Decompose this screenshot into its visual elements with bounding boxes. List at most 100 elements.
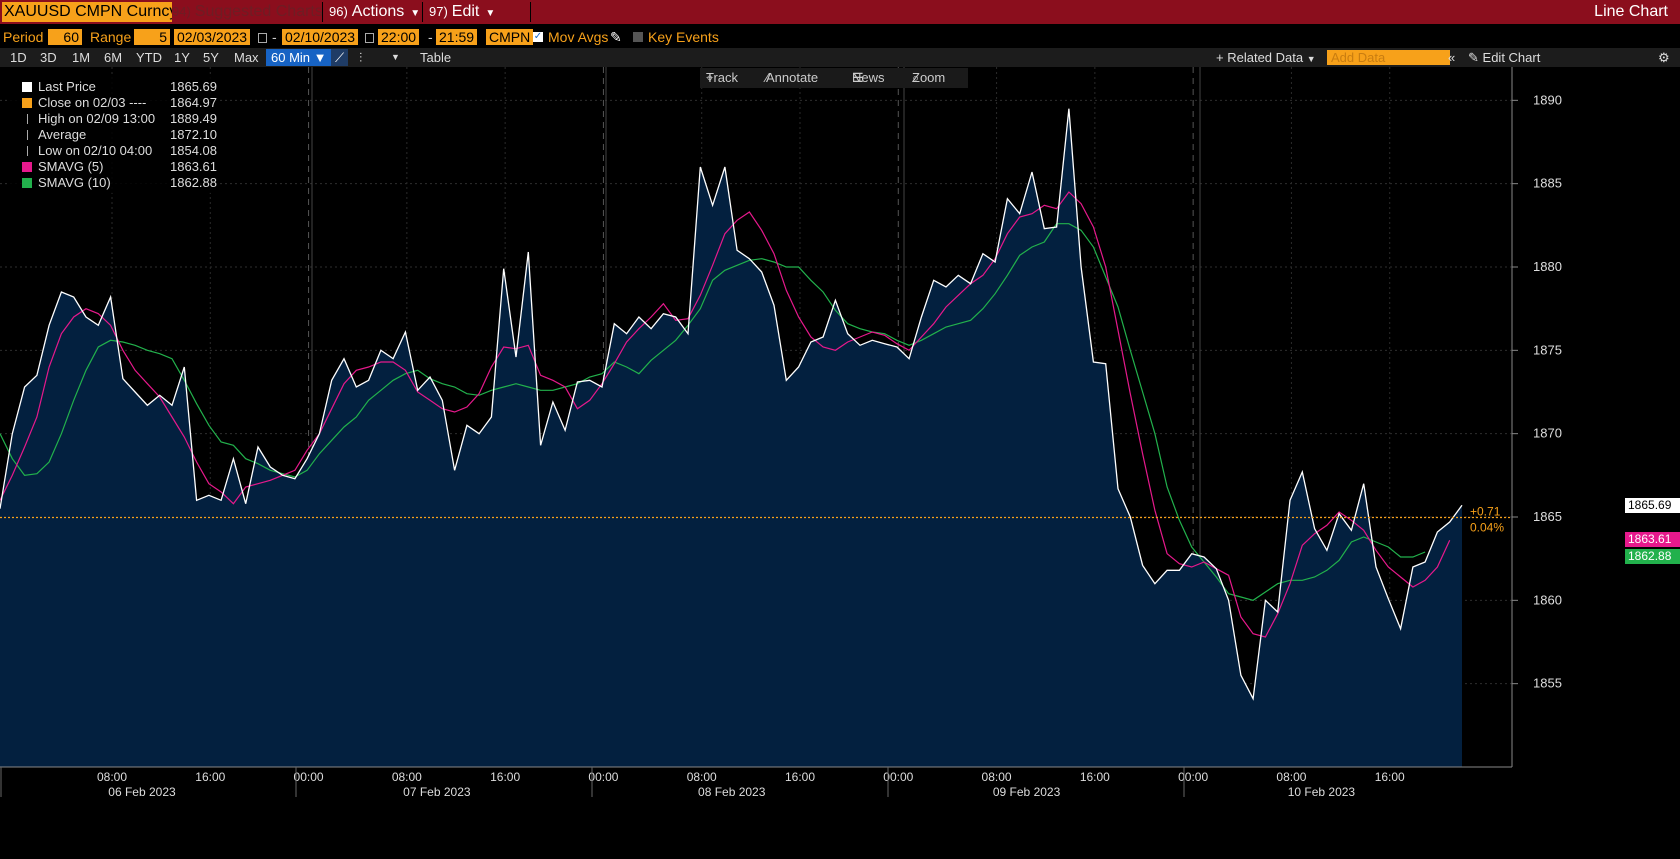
end-value-tag: 1863.61 (1625, 532, 1680, 548)
legend-row: Last Price 1865.69 (10, 79, 220, 95)
mov-avgs-label[interactable]: Mov Avgs (548, 29, 609, 45)
price-chart[interactable]: 1855 1860 1865 1870 1875 1880 1885 1890 +0.71 0.0… (0, 67, 1680, 859)
related-data-button[interactable]: + Related Data ▼ (1216, 48, 1316, 69)
caret-down-icon: ▼ (313, 50, 327, 65)
period-field[interactable]: 60 (48, 29, 82, 45)
crosshair-icon: ⌖ (706, 70, 714, 85)
range-max-button[interactable]: Max (234, 50, 259, 65)
legend-name: SMAVG (10) (38, 175, 111, 190)
x-tick-label-10: 16:00 (1080, 770, 1110, 784)
y-tick-label-7: 1890 (1533, 92, 1562, 107)
collapse-icon[interactable]: « (1448, 50, 1456, 65)
legend-row: SMAVG (5) 1863.61 (10, 159, 220, 175)
series-lines (0, 108, 1463, 701)
suggested-charts-menu[interactable]: 94) Suggested Charts (172, 2, 323, 22)
start-date-field[interactable]: 02/03/2023 (174, 29, 251, 45)
date-separator: - (272, 29, 277, 45)
table-button[interactable]: Table (420, 50, 452, 65)
x-tick-label-6: 08:00 (687, 770, 717, 784)
actions-menu[interactable]: 96) Actions ▼ (322, 2, 420, 22)
range-ytd-button[interactable]: YTD (136, 50, 162, 65)
range-1d-button[interactable]: 1D (10, 50, 27, 65)
edit-chart-label: Edit Chart (1482, 50, 1541, 65)
x-date-label-12: 10 Feb 2023 (1288, 785, 1356, 799)
actions-label: Actions (351, 3, 405, 20)
range-1m-button[interactable]: 1M (72, 50, 91, 65)
y-tick-label-6: 1885 (1533, 176, 1562, 191)
range-3d-button[interactable]: 3D (40, 50, 57, 65)
y-tick-label-0: 1855 (1533, 676, 1562, 691)
calendar-icon[interactable] (365, 33, 374, 43)
interval-selector[interactable]: 60 Min ▼ (266, 49, 332, 66)
legend: Last Price 1865.69 Close on 02/03 ---- 1864… (10, 77, 220, 193)
suggested-num: 94) (172, 4, 191, 19)
calendar-icon[interactable] (258, 33, 267, 43)
x-tick-label-12: 08:00 (1276, 770, 1306, 784)
mov-avgs-checkbox[interactable]: ✓ (533, 31, 543, 42)
edit-menu[interactable]: 97) Edit ▼ (422, 2, 495, 22)
range-field[interactable]: 5 (134, 29, 170, 45)
range-5y-button[interactable]: 5Y (203, 50, 219, 65)
news-icon: ☰ (852, 70, 864, 85)
chart-type-caret-icon[interactable]: ▼ (391, 52, 400, 62)
legend-swatch (27, 114, 28, 124)
series-line-smavg-5- (0, 191, 1451, 638)
top-command-bar: XAUUSD CMPN Curncy 94) Suggested Charts 9… (0, 0, 1680, 24)
gear-icon[interactable]: ⚙ (1658, 50, 1670, 65)
legend-name: Low on 02/10 04:00 (38, 143, 153, 158)
edit-chart-button[interactable]: ✎ Edit Chart (1468, 48, 1540, 67)
period-label: Period (3, 29, 44, 45)
x-tick-label-11: 00:00 (1178, 770, 1208, 784)
edit-num: 97) (429, 4, 448, 19)
legend-swatch (22, 82, 32, 92)
legend-value: 1854.08 (170, 143, 217, 158)
caret-down-icon: ▼ (485, 8, 496, 19)
legend-value: 1872.10 (170, 127, 217, 142)
edit-label: Edit (451, 3, 480, 20)
legend-value: 1865.69 (170, 79, 217, 94)
ticker-field[interactable]: XAUUSD CMPN Curncy (2, 2, 172, 22)
key-events-checkbox[interactable] (633, 32, 643, 42)
chart-type-title: Line Chart (1594, 3, 1668, 20)
x-tick-label-3: 08:00 (392, 770, 422, 784)
x-date-label-6: 08 Feb 2023 (698, 785, 766, 799)
y-tick-label-2: 1865 (1533, 509, 1562, 524)
legend-value: 1864.97 (170, 95, 217, 110)
range-6m-button[interactable]: 6M (104, 50, 123, 65)
add-data-input[interactable]: Add Data (1327, 50, 1450, 65)
caret-down-icon: ▼ (410, 8, 421, 19)
x-tick-label-8: 00:00 (883, 770, 913, 784)
range-1y-button[interactable]: 1Y (174, 50, 190, 65)
y-tick-label-3: 1870 (1533, 426, 1562, 441)
start-time-field[interactable]: 22:00 (378, 29, 420, 45)
line-chart-icon[interactable]: ⟋ (331, 49, 349, 66)
last-price-area (0, 108, 1462, 767)
range-toolbar: 1D 3D 1M 6M YTD 1Y 5Y Max 60 Min ▼ ⟋ ⫶ ▼… (0, 48, 1680, 67)
news-label: News (852, 70, 885, 85)
legend-row: Close on 02/03 ---- 1864.97 (10, 95, 220, 111)
legend-row: High on 02/09 13:00 1889.49 (10, 111, 220, 127)
end-time-field[interactable]: 21:59 (436, 29, 478, 45)
track-label: Track (706, 70, 739, 85)
key-events-label[interactable]: Key Events (648, 29, 719, 45)
legend-name: Close on 02/03 ---- (38, 95, 147, 110)
series-line-smavg-10- (0, 223, 1426, 601)
legend-swatch (27, 130, 28, 140)
x-tick-label-0: 08:00 (97, 770, 127, 784)
x-tick-label-1: 16:00 (195, 770, 225, 784)
legend-value: 1889.49 (170, 111, 217, 126)
legend-swatch (27, 146, 28, 156)
bar-chart-icon[interactable]: ⫶ (359, 50, 363, 65)
pencil-icon[interactable]: ✎ (610, 29, 622, 45)
legend-value: 1862.88 (170, 175, 217, 190)
source-field[interactable]: CMPN (486, 29, 534, 45)
zoom-label: Zoom (912, 70, 946, 85)
y-tick-label-1: 1860 (1533, 592, 1562, 607)
menu-divider (530, 2, 531, 22)
annotate-icon: ∕ (766, 70, 769, 85)
pencil-icon: ✎ (1468, 50, 1479, 65)
x-tick-label-13: 16:00 (1375, 770, 1405, 784)
parameter-bar: Period 60 Range 5 02/03/2023 - 02/10/202… (0, 27, 1680, 47)
end-date-field[interactable]: 02/10/2023 (282, 29, 359, 45)
